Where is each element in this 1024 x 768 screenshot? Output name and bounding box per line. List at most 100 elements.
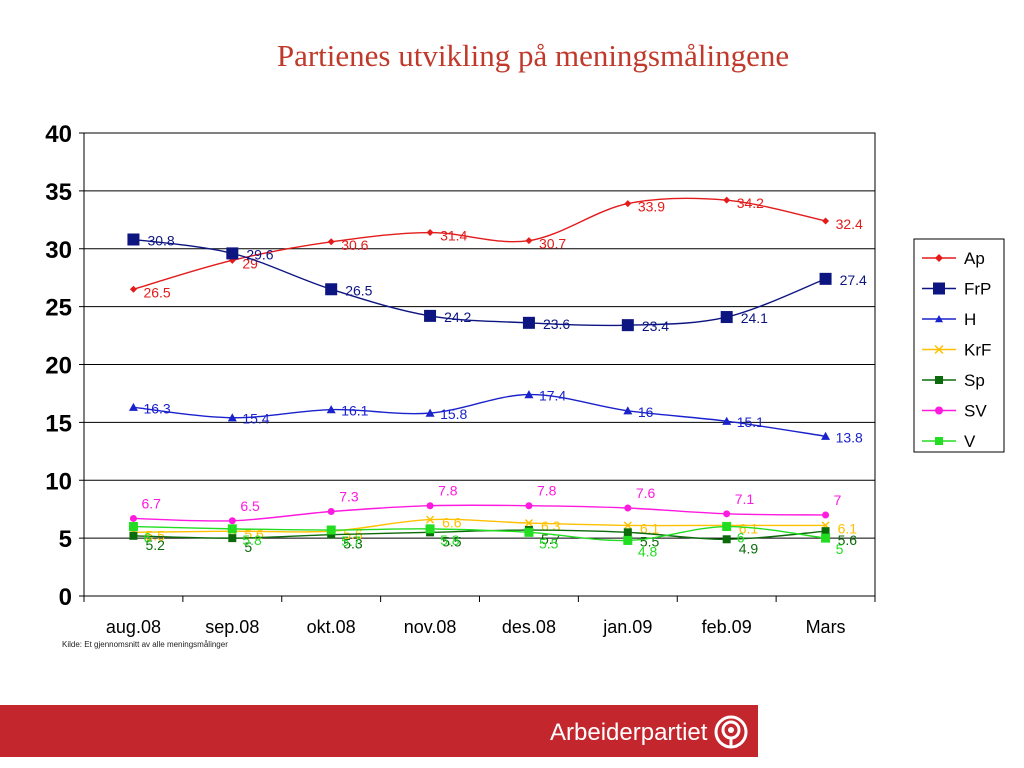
point-sp [327,530,336,539]
point-sv [624,504,632,512]
series-line-v [133,525,826,542]
point-h [623,406,633,415]
point-sp [129,531,138,540]
data-label-sv: 6.5 [240,498,260,514]
legend-label-v: V [964,432,976,451]
data-label-sp: 5.5 [442,533,462,549]
data-label-h: 16.3 [143,400,170,416]
point-frp [522,316,535,329]
point-ap [822,217,830,225]
data-label-h: 15.1 [737,414,764,430]
y-tick-label: 20 [45,353,72,380]
data-label-frp: 30.8 [147,232,174,248]
data-label-ap: 30.7 [539,236,566,252]
x-tick-label: okt.08 [307,617,356,637]
data-label-krf: 6.1 [739,520,759,536]
data-label-frp: 29.6 [246,246,273,262]
point-frp [424,309,437,322]
series-line-krf [133,518,826,534]
point-sv [426,502,434,510]
point-h [227,413,237,422]
point-sp [228,534,237,543]
legend-label-sv: SV [964,402,987,421]
data-label-v: 5.5 [539,535,559,551]
point-h [425,408,435,417]
point-sv [525,502,533,510]
legend-marker-h [935,315,943,323]
point-h [524,390,534,399]
point-sv [129,514,137,522]
series-line-ap [133,197,826,290]
data-label-sp: 4.9 [739,540,759,556]
rose-icon [714,715,748,749]
legend-marker-sp [935,376,943,384]
legend-label-krf: KrF [964,341,991,360]
data-label-h: 13.8 [836,429,863,445]
series-line-h [133,393,826,437]
data-label-krf: 6.1 [838,520,858,536]
legend-marker-v [935,437,943,445]
data-label-sp: 5.2 [145,537,165,553]
data-label-ap: 30.6 [341,237,368,253]
x-tick-label: feb.09 [702,617,752,637]
footer-brand: Arbeiderpartiet [550,719,708,746]
data-label-h: 16 [638,404,654,420]
legend-label-h: H [964,310,976,329]
point-v [821,533,831,543]
footer-bar: Arbeiderpartiet [0,705,758,757]
legend-label-sp: Sp [964,371,985,390]
point-sv [723,510,731,518]
point-v [623,535,633,545]
point-v [722,522,732,532]
x-tick-label: aug.08 [106,617,161,637]
data-label-ap: 26.5 [143,284,170,300]
y-tick-label: 5 [59,526,72,553]
data-label-h: 15.4 [242,411,269,427]
data-label-ap: 32.4 [836,216,863,232]
data-label-ap: 29 [242,255,258,271]
point-frp [621,319,634,332]
point-frp [819,272,832,285]
data-label-frp: 27.4 [840,272,867,288]
point-sv [327,508,335,516]
x-tick-label: sep.08 [205,617,259,637]
y-tick-label: 0 [59,584,72,611]
data-label-krf: 6.6 [442,515,462,531]
point-frp [127,233,140,246]
point-v [227,524,237,534]
data-label-frp: 23.6 [543,316,570,332]
point-v [425,524,435,534]
data-label-v: 5 [836,541,844,557]
point-krf [426,515,435,524]
point-frp [720,311,733,324]
point-h [722,416,732,425]
point-ap [129,285,137,293]
data-label-sv: 6.7 [141,495,161,511]
point-frp [226,247,239,260]
y-tick-label: 40 [45,121,72,148]
point-sp [623,528,632,537]
point-frp [325,283,338,296]
point-sv [822,511,830,519]
line-chart: 0 5 10 15 20 25 30 35 40 aug.08 sep.08 okt.08 nov.08… [45,121,1005,637]
data-label-sv: 7.1 [735,491,755,507]
legend-marker-sv [935,406,943,415]
point-h [128,402,138,411]
data-label-h: 17.4 [539,388,566,404]
data-label-frp: 23.4 [642,318,669,334]
data-label-sv: 7.8 [438,483,458,499]
x-tick-label: nov.08 [404,617,457,637]
point-krf [524,519,533,528]
legend-label-ap: Ap [964,249,985,268]
point-sv [228,517,236,525]
data-label-frp: 26.5 [345,282,372,298]
point-h [326,405,336,414]
y-tick-label: 10 [45,468,72,495]
series-line-sp [133,529,826,540]
data-label-v: 5.7 [341,533,361,549]
data-label-ap: 33.9 [638,199,665,215]
point-ap [525,237,533,245]
point-ap [723,196,731,204]
legend [913,238,1005,453]
data-label-sp: 5.6 [838,532,858,548]
